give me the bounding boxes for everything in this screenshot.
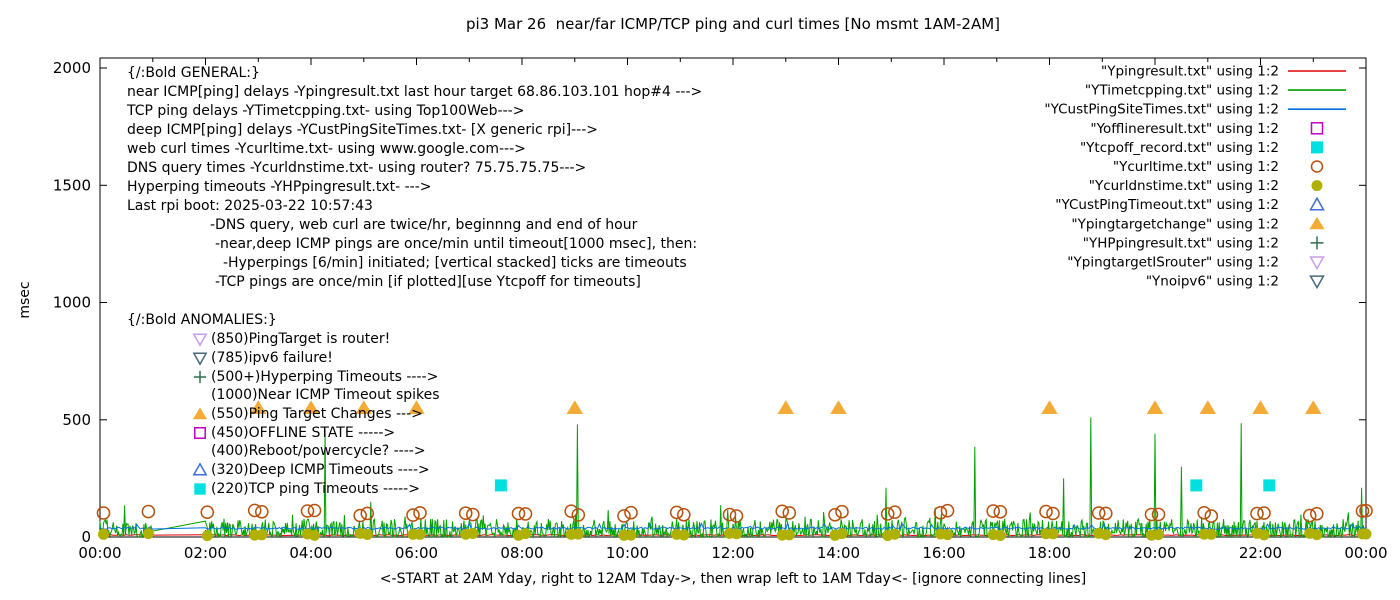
anomaly-row: (400)Reboot/powercycle? ---->	[127, 442, 440, 461]
y-axis-label: msec	[17, 281, 33, 319]
x-axis-label: <-START at 2AM Yday, right to 12AM Tday-…	[379, 571, 1087, 587]
legend-entry: "YpingtargetISrouter" using 1:2	[1067, 255, 1325, 271]
anomaly-row: (220)TCP ping Timeouts ----->	[127, 480, 440, 499]
series-YTimetcppingtxt	[99, 417, 1367, 539]
series-Ycurltimetxt	[96, 503, 1373, 523]
x-axis-tick-label: 02:00	[184, 544, 227, 562]
anomaly-text: (850)PingTarget is router!	[211, 331, 391, 348]
anomaly-text: (500+)Hyperping Timeouts ---->	[211, 368, 439, 385]
anomaly-text: (785)ipv6 failure!	[211, 350, 333, 367]
legend: "Ypingresult.txt" using 1:2 "YTimetcpping…	[1044, 64, 1346, 290]
x-axis-tick-label: 12:00	[711, 544, 754, 562]
legend-label: "Ypingtargetchange" using 1:2	[1071, 216, 1279, 232]
no-marker	[192, 443, 208, 459]
anomaly-row: (500+)Hyperping Timeouts ---->	[127, 367, 440, 386]
triangle-down-open-icon	[192, 331, 208, 348]
x-axis-tick-label: 08:00	[500, 544, 543, 562]
legend-label: "YTimetcpping.txt" using 1:2	[1085, 83, 1279, 99]
chart-title: pi3 Mar 26 near/far ICMP/TCP ping and cu…	[465, 15, 1001, 33]
annotation-line: -DNS query, web curl are twice/hr, begin…	[210, 217, 638, 233]
y-axis-tick-label: 0	[81, 528, 91, 546]
anomaly-row: (450)OFFLINE STATE ----->	[127, 423, 440, 442]
legend-entry: "Ypingresult.txt" using 1:2	[1101, 64, 1346, 80]
legend-label: "Ynoipv6" using 1:2	[1146, 274, 1279, 290]
legend-entry: "Ytcpoff_record.txt" using 1:2	[1080, 140, 1323, 156]
x-axis-tick-label: 00:00	[1344, 544, 1387, 562]
anomaly-text: (400)Reboot/powercycle? ---->	[211, 443, 426, 460]
legend-label: "Ytcpoff_record.txt" using 1:2	[1080, 140, 1279, 156]
y-axis-tick-label: 1500	[53, 176, 91, 194]
x-axis-tick-label: 00:00	[78, 544, 121, 562]
legend-label: "YCustPingTimeout.txt" using 1:2	[1055, 197, 1279, 213]
anomaly-text: (1000)Near ICMP Timeout spikes	[211, 387, 440, 404]
legend-entry: "Ycurldnstime.txt" using 1:2	[1089, 178, 1323, 194]
x-axis-tick-label: 16:00	[922, 544, 965, 562]
legend-entry: "Ycurltime.txt" using 1:2	[1113, 159, 1324, 175]
legend-label: "Yofflineresult.txt" using 1:2	[1090, 121, 1279, 137]
annotation-line: TCP ping delays -YTimetcpping.txt- using…	[127, 103, 525, 119]
legend-entry: "Yofflineresult.txt" using 1:2	[1090, 121, 1324, 137]
x-axis-tick-label: 18:00	[1028, 544, 1071, 562]
square-open-icon	[192, 425, 208, 441]
annotation-line: DNS query times -Ycurldnstime.txt- using…	[127, 160, 587, 176]
x-axis-tick-label: 04:00	[289, 544, 332, 562]
general-annotations: {/:Bold GENERAL:} near ICMP[ping] delays …	[127, 64, 702, 292]
anomaly-row: (320)Deep ICMP Timeouts ---->	[127, 461, 440, 480]
series-Ytcpoffrecordtxt	[494, 479, 1276, 492]
square-icon	[192, 481, 208, 497]
legend-label: "Ypingresult.txt" using 1:2	[1101, 64, 1279, 80]
legend-entry: "YCustPingTimeout.txt" using 1:2	[1055, 196, 1325, 213]
x-axis-tick-label: 20:00	[1133, 544, 1176, 562]
series-Ycurldnstimetxt	[98, 527, 1372, 542]
anomaly-text: (220)TCP ping Timeouts ----->	[211, 480, 420, 497]
legend-entry: "Ynoipv6" using 1:2	[1146, 274, 1325, 290]
legend-entry: "Ypingtargetchange" using 1:2	[1071, 216, 1325, 232]
anomaly-row: (785)ipv6 failure!	[127, 349, 440, 368]
triangle-down-open-icon	[192, 350, 208, 366]
annotation-line: Last rpi boot: 2025-03-22 10:57:43	[127, 198, 373, 214]
triangle-icon	[192, 406, 208, 422]
anomaly-text: (320)Deep ICMP Timeouts ---->	[211, 462, 430, 479]
annotation-line: -Hyperpings [6/min] initiated; [vertical…	[223, 255, 687, 271]
annotation-line: Hyperping timeouts -YHPpingresult.txt- -…	[127, 179, 432, 195]
y-axis-tick-label: 1000	[53, 294, 91, 312]
annotation-line: web curl times -Ycurltime.txt- using www…	[127, 141, 526, 157]
triangle-open-icon	[192, 462, 208, 478]
y-axis-tick-label: 500	[62, 411, 91, 429]
legend-entry: "YCustPingSiteTimes.txt" using 1:2	[1044, 102, 1346, 118]
legend-label: "Ycurltime.txt" using 1:2	[1113, 159, 1279, 175]
y-axis-tick-label: 2000	[53, 59, 91, 77]
anomaly-text: (550)Ping Target Changes --->	[211, 406, 423, 423]
legend-label: "Ycurldnstime.txt" using 1:2	[1089, 178, 1279, 194]
x-axis-tick-label: 06:00	[395, 544, 438, 562]
legend-entry: "YHPpingresult.txt" using 1:2	[1083, 235, 1324, 251]
legend-entry: "YTimetcpping.txt" using 1:2	[1085, 83, 1346, 99]
annotation-line: -TCP pings are once/min [if plotted][use…	[215, 274, 641, 290]
annotation-line: -near,deep ICMP pings are once/min until…	[215, 236, 698, 252]
anomalies-annotations: {/:Bold ANOMALIES:} (850)PingTarget is ro…	[127, 311, 440, 498]
annotation-line: deep ICMP[ping] delays -YCustPingSiteTim…	[127, 122, 598, 138]
x-axis-tick-label: 14:00	[817, 544, 860, 562]
plus-icon	[192, 369, 208, 385]
anomaly-text: (450)OFFLINE STATE ----->	[211, 424, 396, 441]
series-YCustPingSiteTimestxt	[99, 521, 1367, 531]
axis-ticks: 00:00 02:00 04:00 06:00 08:00 10:00 12:00 14:00…	[53, 58, 1388, 562]
x-axis-tick-label: 10:00	[606, 544, 649, 562]
anomaly-row: (850)PingTarget is router!	[127, 330, 440, 349]
legend-label: "YCustPingSiteTimes.txt" using 1:2	[1044, 102, 1279, 118]
anomaly-row: (550)Ping Target Changes --->	[127, 405, 440, 424]
annotation-line: {/:Bold GENERAL:}	[127, 65, 260, 81]
x-axis-tick-label: 22:00	[1239, 544, 1282, 562]
annotation-line: near ICMP[ping] delays -Ypingresult.txt …	[127, 84, 703, 100]
no-marker	[192, 387, 208, 403]
series-Ypingtargetchange	[250, 400, 1322, 415]
legend-label: "YpingtargetISrouter" using 1:2	[1067, 255, 1279, 271]
anomaly-row: (1000)Near ICMP Timeout spikes	[127, 386, 440, 405]
anomalies-header: {/:Bold ANOMALIES:}	[127, 312, 277, 328]
legend-label: "YHPpingresult.txt" using 1:2	[1083, 235, 1279, 251]
